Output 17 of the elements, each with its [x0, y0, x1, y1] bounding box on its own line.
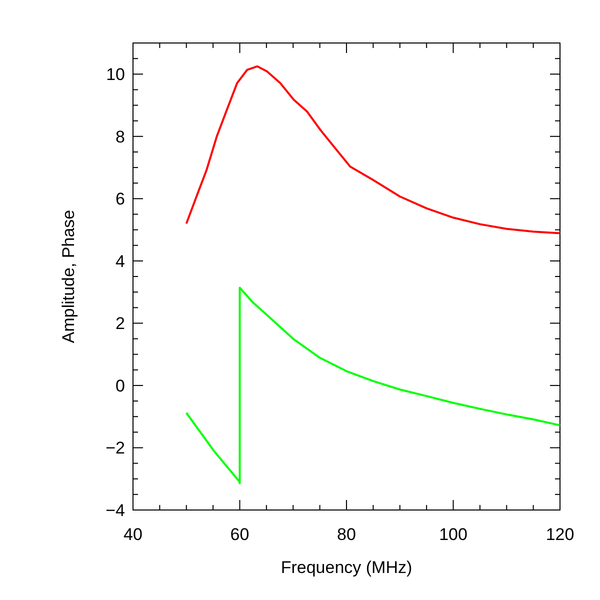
x-axis-title: Frequency (MHz)	[280, 558, 412, 577]
y-tick-label: 2	[116, 314, 125, 334]
x-tick-label: 40	[124, 525, 142, 544]
x-tick-label: 80	[337, 525, 356, 544]
y-axis-title: Amplitude, Phase	[59, 210, 78, 344]
y-tick-label: −2	[106, 438, 125, 458]
line-series	[185, 65, 561, 234]
x-tick-label: 120	[546, 525, 574, 544]
y-tick-label: 10	[106, 65, 125, 84]
y-tick-label: 6	[116, 190, 125, 209]
y-tick-label: 4	[116, 252, 125, 271]
line-series	[185, 286, 561, 484]
y-tick-label: −4	[106, 501, 125, 520]
x-tick-label: 60	[230, 525, 250, 544]
y-tick-label: 0	[116, 376, 125, 396]
x-tick-label: 100	[439, 525, 468, 544]
y-tick-label: 8	[116, 127, 125, 146]
